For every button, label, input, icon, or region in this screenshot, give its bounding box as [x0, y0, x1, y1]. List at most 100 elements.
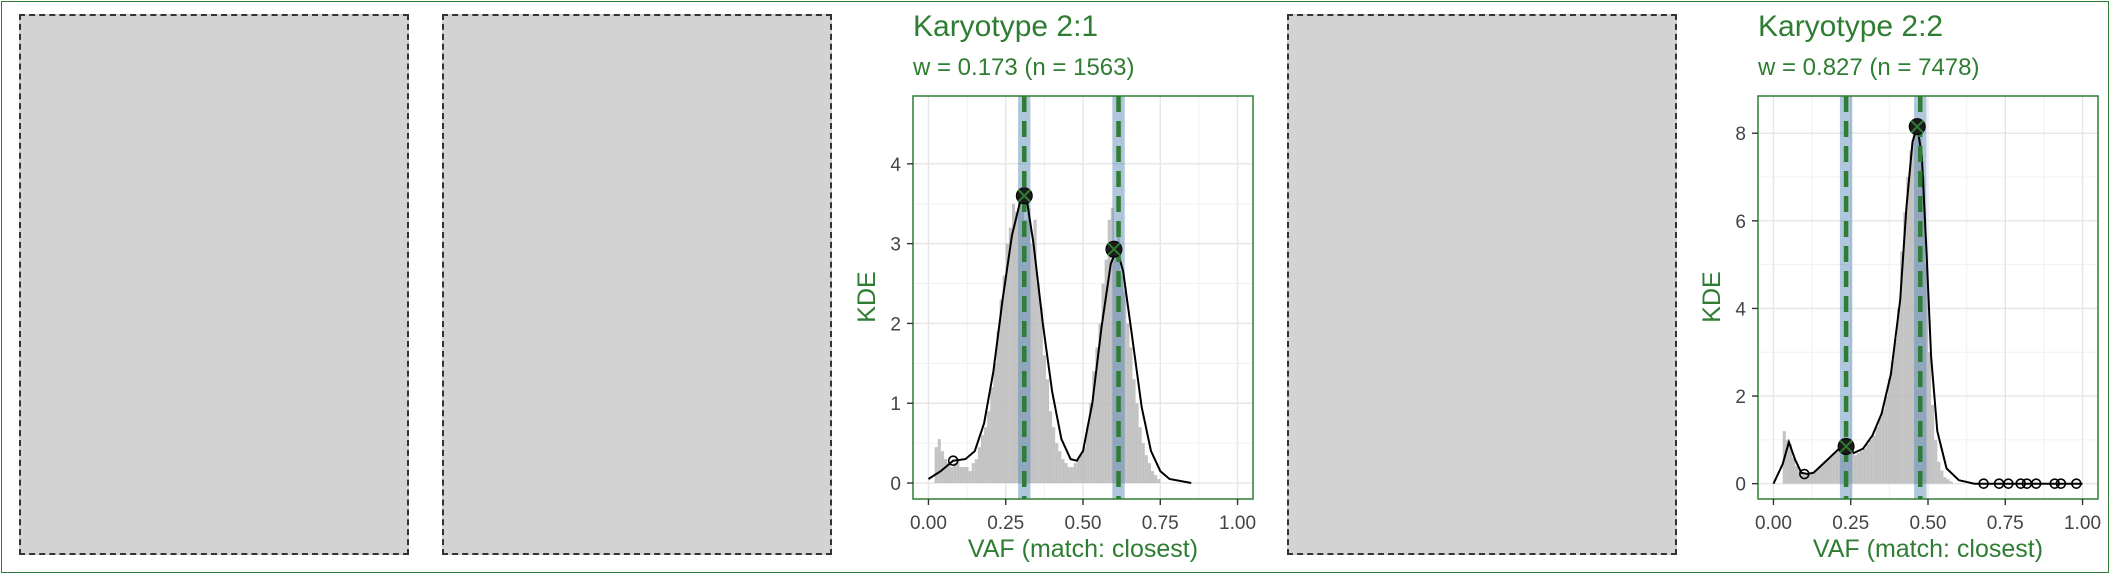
peak-cross	[1910, 119, 1924, 134]
histogram-bar	[1946, 479, 1950, 484]
histogram-bar	[1027, 207, 1031, 484]
y-axis-label: KDE	[1700, 271, 1726, 322]
histogram-bar	[1123, 291, 1127, 484]
histogram-bar	[1856, 453, 1860, 484]
x-tick-label: 1.00	[1219, 513, 1256, 534]
y-tick-label: 3	[890, 235, 901, 256]
chart-subtitle: w = 0.827 (n = 7478)	[1757, 54, 1979, 81]
y-tick-label: 2	[890, 314, 901, 335]
minor-point	[2030, 478, 2042, 489]
x-axis-label: VAF (match: closest)	[968, 535, 1198, 563]
y-tick-label: 0	[1735, 475, 1746, 496]
histogram-bar	[1792, 457, 1796, 484]
minor-point	[2015, 478, 2027, 489]
histogram-bar	[1838, 448, 1842, 484]
histogram-bar	[1847, 448, 1851, 484]
histogram-bar	[943, 459, 947, 484]
histogram-bar	[987, 411, 991, 484]
histogram-bar	[1120, 275, 1124, 484]
histogram-bar	[965, 467, 969, 484]
histogram-bar	[1039, 307, 1043, 484]
histogram-bar	[971, 463, 975, 484]
histogram-bar	[1810, 472, 1814, 484]
histogram-bar	[1101, 283, 1105, 484]
histogram-bar	[1098, 323, 1102, 484]
histogram-bar	[956, 459, 960, 484]
histogram-bar	[1018, 199, 1022, 484]
histogram-bar	[1021, 203, 1025, 484]
histogram-bar	[1832, 453, 1836, 484]
histogram-bar	[1798, 470, 1802, 484]
chart-title: Karyotype 2:1	[913, 10, 1098, 43]
histogram-bar	[1042, 355, 1046, 484]
y-axis-label: KDE	[855, 271, 881, 322]
histogram-bar	[1924, 264, 1928, 484]
histogram-bar	[947, 463, 951, 484]
histogram-bar	[1144, 455, 1148, 484]
histogram-bar	[1900, 251, 1904, 484]
histogram-bar	[1086, 427, 1090, 484]
x-tick-label: 0.00	[910, 513, 947, 534]
histogram-bar	[1863, 448, 1867, 484]
histogram-bar	[1052, 427, 1056, 484]
histogram-bar	[1008, 227, 1012, 484]
chart-karyotype-2-2: Karyotype 2:2 w = 0.827 (n = 7478) 0.00 0…	[1700, 10, 2101, 563]
density-curve	[1772, 126, 2083, 485]
histogram-bar	[950, 467, 954, 484]
histogram-bar	[1073, 463, 1077, 484]
histogram-bar	[981, 435, 985, 484]
histogram-bar	[1092, 371, 1096, 484]
minor-point	[2003, 478, 2014, 489]
minor-point	[2049, 478, 2061, 489]
plot-area: 0.00 0.25 0.50 0.75 1.00 0 1 2 3 4	[890, 95, 1256, 534]
y-tick-label: 2	[1735, 387, 1746, 408]
y-tick-label: 4	[890, 155, 901, 176]
minor-point	[947, 455, 959, 466]
histogram-bar	[1055, 443, 1059, 484]
chart-title: Karyotype 2:2	[1758, 10, 1943, 43]
histogram-bar	[1869, 439, 1873, 484]
histogram-bar	[1113, 251, 1117, 484]
histogram-bar	[1875, 426, 1879, 484]
histogram-bar	[1033, 219, 1037, 484]
histogram-bar	[1807, 474, 1811, 484]
histogram-bar	[1089, 403, 1093, 484]
histogram-bar	[1011, 203, 1015, 484]
x-tick-label: 0.00	[1755, 513, 1792, 534]
histogram-bar	[1064, 463, 1068, 484]
histogram-bar	[974, 459, 978, 484]
histogram-bar	[1890, 361, 1894, 484]
peak-cross	[1017, 189, 1031, 203]
histogram-bar	[1083, 447, 1087, 484]
x-tick-label: 0.25	[987, 513, 1024, 534]
minor-point	[2055, 478, 2067, 489]
histogram-bar	[1844, 446, 1848, 484]
histogram-bar	[1154, 475, 1158, 484]
histogram-bar	[984, 427, 988, 484]
minor-point	[1799, 468, 1810, 480]
chart-subtitle: w = 0.173 (n = 1563)	[912, 54, 1134, 81]
histogram-bar	[1061, 459, 1065, 484]
histogram-bar	[1015, 211, 1019, 484]
histogram-bar	[1841, 444, 1845, 484]
x-tick-label: 0.50	[1910, 513, 1947, 534]
x-tick-label: 1.00	[2064, 513, 2101, 534]
histogram-bar	[1819, 466, 1823, 484]
histogram-bar	[968, 471, 972, 484]
density-curve	[927, 195, 1192, 484]
histogram-bar	[1107, 219, 1111, 484]
empty-panel-1	[19, 14, 409, 555]
histogram-bar	[996, 331, 1000, 484]
histogram-bar	[1937, 461, 1941, 484]
y-tick-label: 8	[1735, 124, 1746, 145]
histogram-bar	[1045, 379, 1049, 484]
histogram-bar	[1002, 275, 1006, 484]
histogram-bar	[999, 299, 1003, 484]
histogram-bar	[1132, 379, 1136, 484]
histogram-bar	[1138, 427, 1142, 484]
histogram-bar	[1872, 435, 1876, 484]
histogram-bar	[1079, 455, 1083, 484]
empty-panel-4	[1287, 14, 1677, 555]
x-tick-label: 0.50	[1065, 513, 1102, 534]
